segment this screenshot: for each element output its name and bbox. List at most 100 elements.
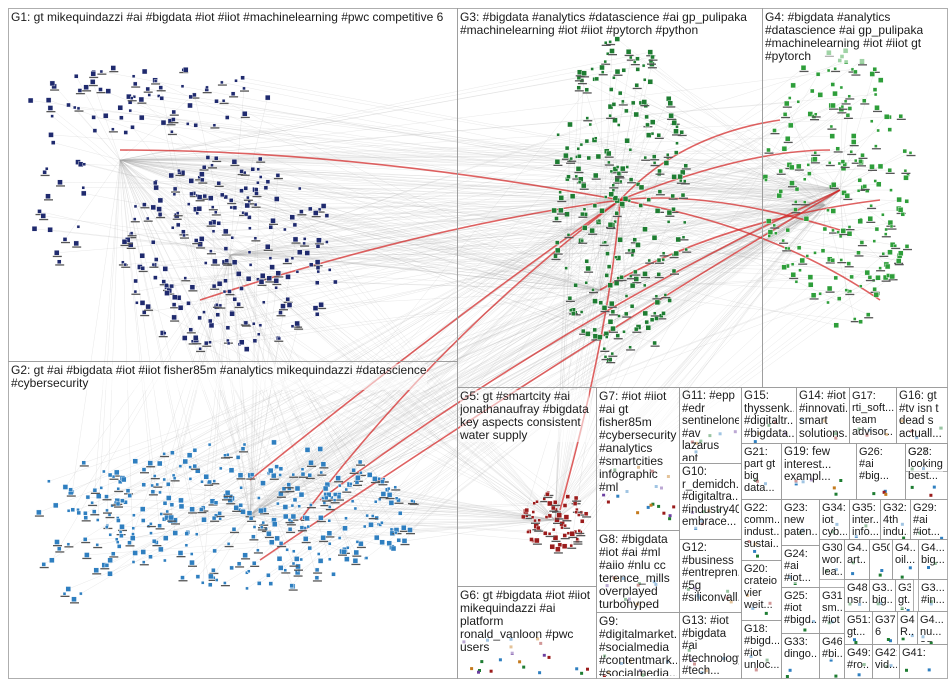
node — [243, 211, 249, 217]
node — [839, 258, 843, 262]
node — [575, 537, 579, 541]
node-label — [289, 519, 299, 521]
node-label — [210, 127, 220, 129]
node — [155, 482, 160, 487]
node — [116, 518, 121, 523]
node — [793, 207, 798, 212]
node — [162, 331, 167, 335]
node — [120, 476, 127, 483]
edge — [229, 195, 673, 256]
node — [156, 460, 163, 467]
node-label — [140, 207, 150, 209]
node — [826, 285, 833, 292]
node-label — [667, 118, 677, 120]
node — [882, 490, 886, 494]
edge — [320, 189, 841, 562]
edge — [119, 159, 256, 205]
node — [291, 472, 295, 477]
node — [753, 549, 757, 553]
node — [221, 99, 226, 103]
node — [223, 581, 227, 585]
node — [319, 470, 323, 475]
node-label — [650, 164, 660, 167]
edge — [229, 254, 318, 578]
node-label — [120, 244, 130, 247]
node — [898, 113, 903, 119]
node — [553, 254, 558, 259]
node-label — [338, 554, 347, 556]
node — [304, 447, 311, 453]
node-label — [114, 506, 123, 508]
node-label — [572, 500, 582, 502]
node — [257, 496, 261, 500]
node — [83, 515, 88, 520]
node — [884, 114, 890, 120]
edge — [599, 289, 633, 307]
group-label-g51: G51: gt... — [847, 614, 870, 638]
node — [576, 146, 580, 151]
node-label — [349, 472, 359, 474]
node — [625, 165, 629, 169]
node — [215, 303, 219, 307]
node-label — [557, 200, 567, 203]
node — [552, 527, 556, 532]
node-label — [196, 350, 206, 353]
node-label — [798, 263, 808, 265]
node-label — [192, 243, 202, 245]
node — [857, 218, 863, 225]
node — [172, 476, 177, 480]
node — [589, 227, 595, 234]
edge — [204, 167, 621, 201]
edge — [536, 189, 841, 502]
node-label — [319, 540, 329, 543]
node-label — [845, 98, 855, 100]
node — [841, 190, 847, 196]
node — [558, 195, 564, 201]
node — [577, 154, 582, 159]
node-label — [260, 513, 269, 515]
node — [286, 302, 293, 308]
node — [314, 259, 321, 265]
node — [283, 568, 287, 572]
node — [524, 507, 529, 513]
node — [153, 79, 158, 83]
node-label — [589, 291, 598, 294]
node-label — [579, 333, 589, 335]
node — [234, 78, 238, 83]
node — [844, 288, 848, 292]
node-label — [286, 524, 296, 526]
edge — [83, 193, 601, 291]
node — [212, 258, 218, 265]
node — [278, 565, 284, 571]
node — [866, 312, 871, 317]
node — [290, 256, 295, 260]
node — [283, 227, 287, 232]
edge — [215, 212, 601, 291]
node — [322, 501, 327, 505]
node — [153, 474, 157, 478]
group-label-g43: G4... art... — [847, 542, 867, 566]
node — [187, 102, 193, 109]
node — [927, 668, 931, 672]
edge — [276, 189, 841, 200]
node — [107, 472, 113, 478]
edge — [599, 289, 660, 303]
node — [622, 195, 629, 202]
edge — [682, 172, 826, 206]
node — [171, 302, 177, 307]
node-label — [591, 339, 601, 341]
node-label — [253, 552, 263, 554]
node-label — [591, 178, 601, 180]
node-label — [565, 300, 575, 302]
edge — [191, 180, 621, 201]
node-label — [319, 467, 329, 469]
node — [225, 115, 230, 120]
node — [177, 168, 181, 173]
node — [277, 336, 281, 341]
edge — [246, 189, 841, 589]
node — [226, 453, 230, 457]
node — [238, 339, 245, 345]
node — [111, 551, 116, 556]
node — [629, 282, 636, 289]
edge — [171, 514, 251, 518]
